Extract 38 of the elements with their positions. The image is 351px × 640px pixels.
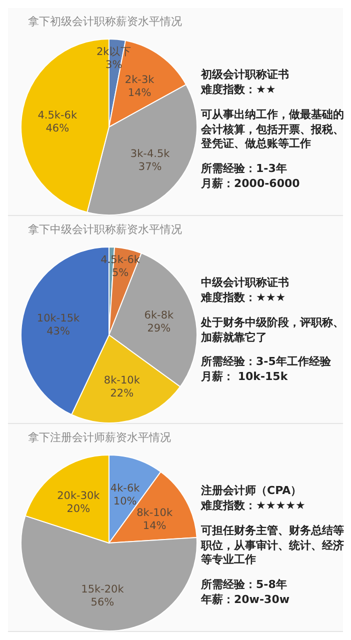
slice-label: 10k-15k (36, 312, 81, 325)
text: 难度指数：★★ (201, 82, 277, 98)
slice-label: 2k-3k (124, 74, 156, 86)
data-label: 37% (138, 160, 162, 173)
chart-title: 拿下中级会计职称薪资水平情况 (28, 222, 182, 237)
text: 可从事出纳工作，做最基础的会计核算，包括开票、报税、登凭证、做总账等工作 (201, 108, 345, 152)
data-label: 46% (46, 122, 70, 135)
data-label: 20% (66, 502, 90, 515)
text: 处于财务中级阶段，评职称、加薪就靠它了 (201, 316, 345, 346)
slice-label: 8k-10k (104, 374, 141, 386)
slice-label: 8k-10k (136, 506, 174, 519)
text: 难度指数：★★★ (201, 290, 287, 306)
text: 中级会计职称证书 (201, 276, 290, 291)
text: 难度指数：★★★★★ (201, 498, 306, 514)
data-label: 22% (110, 387, 134, 400)
data-label: 10% (113, 496, 137, 508)
data-label: 56% (90, 596, 114, 609)
chart-title: 拿下注册会计师薪资水平情况 (28, 430, 171, 445)
slice-label: 3k-4.5k (130, 148, 171, 160)
data-label: 14% (142, 520, 166, 532)
text: 所需经验：3-5年工作经验 (201, 355, 332, 370)
text: 所需经验：1-3年 (201, 162, 288, 178)
chart-title: 拿下初级会计职称薪资水平情况 (28, 14, 182, 29)
text: 月薪： 10k-15k (201, 370, 289, 386)
slice-label: 20k-30k (57, 490, 101, 502)
text: 可担任财务主管、财务总结等职位，从事审计、统计、经济等专业工作 (201, 524, 345, 568)
text: 月薪：2000-6000 (201, 177, 301, 192)
text: 所需经验：5-8年 (201, 578, 288, 594)
data-label: 43% (46, 326, 70, 338)
slice-label: 15k-20k (81, 583, 125, 596)
text: 注册会计师（CPA） (201, 484, 303, 499)
text: 初级会计职称证书 (201, 68, 290, 83)
slice-label: 6k-8k (144, 309, 175, 322)
text: 年薪：20w-30w (201, 593, 291, 608)
slice-label: 4k-6k (110, 482, 141, 494)
slice-label: 4.5k-6k (38, 109, 78, 122)
data-label: 29% (147, 322, 171, 335)
data-label: 14% (128, 86, 152, 99)
